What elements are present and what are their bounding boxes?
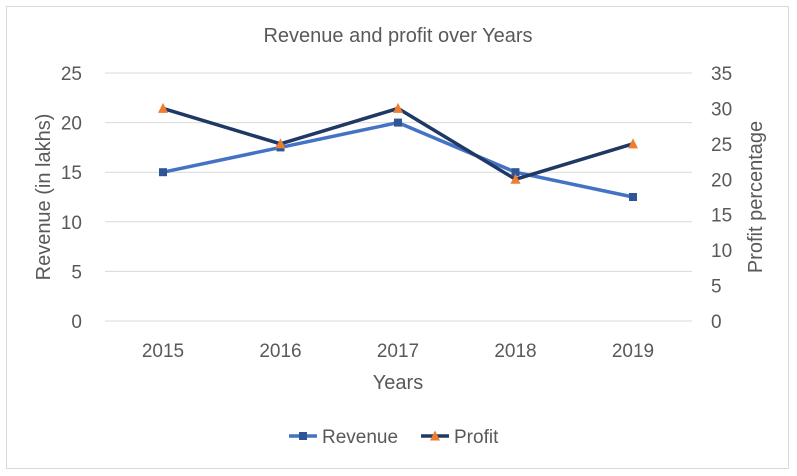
legend-item-profit: Profit (421, 427, 499, 448)
data-point-revenue (394, 118, 402, 127)
right-tick-label: 30 (711, 99, 732, 120)
legend-swatch-marker (430, 430, 440, 441)
x-axis-label: Years (373, 372, 423, 394)
legend-label: Profit (454, 427, 499, 448)
left-tick-label: 0 (71, 312, 82, 333)
x-tick-label: 2015 (142, 341, 184, 362)
right-tick-label: 25 (711, 135, 732, 156)
left-tick-label: 10 (61, 213, 82, 234)
y2-axis-label: Profit percentage (745, 121, 767, 273)
data-point-revenue (629, 193, 637, 201)
data-point-profit (628, 138, 638, 149)
legend-swatch-marker (299, 432, 307, 440)
left-axis-ticks: 0 5 10 15 20 25 (61, 64, 82, 333)
right-tick-label: 5 (711, 277, 722, 298)
right-tick-label: 15 (711, 206, 732, 227)
data-point-profit (510, 173, 521, 184)
left-tick-label: 15 (61, 163, 82, 184)
x-axis-ticks: 2015 2016 2017 2018 2019 (142, 341, 654, 362)
right-tick-label: 10 (711, 241, 732, 262)
x-tick-label: 2018 (494, 341, 536, 362)
right-tick-label: 20 (711, 170, 732, 191)
data-point-profit (158, 102, 168, 113)
legend-item-revenue: Revenue (289, 427, 398, 448)
chart-frame (6, 6, 789, 469)
left-tick-label: 5 (71, 262, 82, 283)
right-axis-ticks: 0 5 10 15 20 25 30 35 (711, 64, 732, 333)
y-axis-label: Revenue (in lakhs) (33, 114, 55, 281)
legend: Revenue Profit (289, 427, 499, 448)
data-point-profit (275, 138, 286, 149)
chart-title: Revenue and profit over Years (263, 25, 532, 47)
right-tick-label: 0 (711, 312, 722, 333)
x-tick-label: 2016 (259, 341, 301, 362)
data-point-revenue (159, 168, 167, 177)
legend-label: Revenue (322, 427, 398, 448)
left-tick-label: 20 (61, 114, 82, 135)
series-line-revenue (161, 120, 635, 199)
series-layer (158, 102, 638, 201)
x-tick-label: 2017 (377, 341, 419, 362)
data-point-revenue (511, 168, 520, 177)
left-tick-label: 25 (61, 64, 82, 85)
data-point-profit (393, 102, 403, 113)
x-tick-label: 2019 (612, 341, 654, 362)
right-tick-label: 35 (711, 64, 732, 85)
